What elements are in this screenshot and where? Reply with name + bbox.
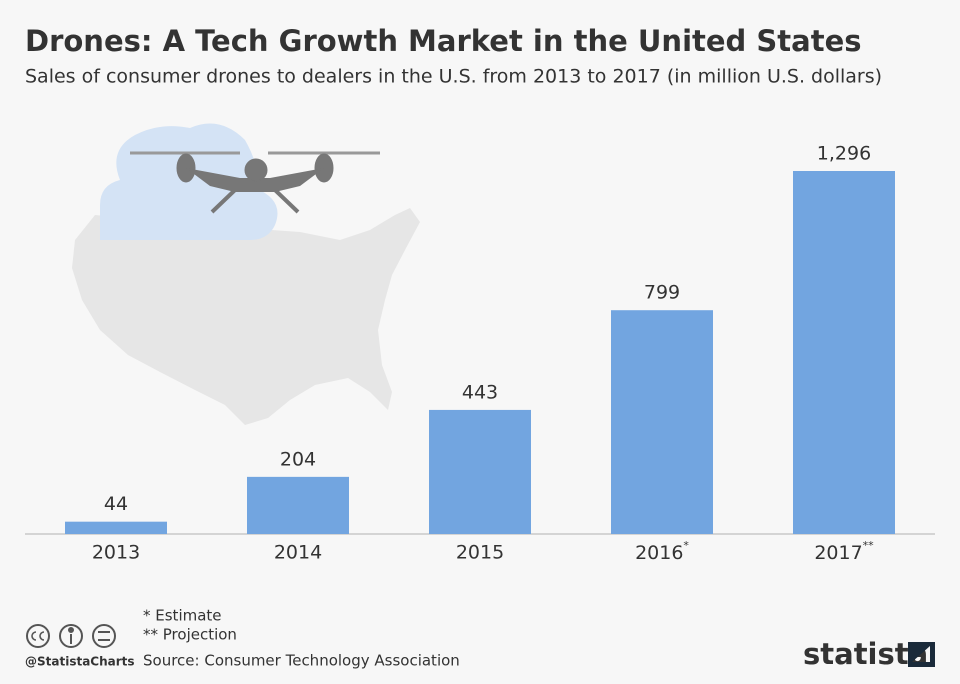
brand-mark [908,642,935,667]
x-tick-label: 2014 [274,542,322,564]
brand-logo: statista [803,637,928,671]
chart-subtitle: Sales of consumer drones to dealers in t… [25,66,882,88]
drone [130,151,380,214]
footnotes: * Estimate ** Projection Source: Consume… [143,607,460,670]
x-tick-label: 2013 [92,542,140,564]
credit: @StatistaCharts [25,655,135,669]
footnote: * Estimate [143,607,222,625]
value-label: 204 [280,448,316,470]
x-tick-label: 2017** [814,539,874,564]
value-label: 44 [104,493,128,515]
x-tick-label: 2015 [456,542,504,564]
bar [429,409,531,534]
us-map [72,208,420,425]
bar [611,310,713,534]
bar [65,521,167,534]
footnote: ** Projection [143,626,237,644]
illustration [72,123,420,425]
value-label: 1,296 [817,143,871,165]
value-label: 443 [462,381,498,403]
value-label: 799 [644,282,680,304]
bar [793,171,895,534]
source: Source: Consumer Technology Association [143,652,460,670]
x-tick-label: 2016* [635,539,689,564]
bar [247,476,349,534]
license-icons [26,624,116,648]
chart-title: Drones: A Tech Growth Market in the Unit… [25,24,862,58]
